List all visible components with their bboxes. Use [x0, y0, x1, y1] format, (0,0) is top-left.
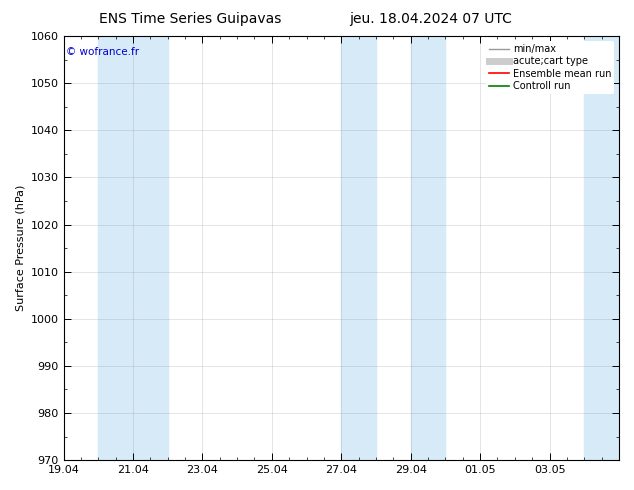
Bar	[411, 36, 446, 460]
Bar	[585, 36, 619, 460]
Text: jeu. 18.04.2024 07 UTC: jeu. 18.04.2024 07 UTC	[350, 12, 512, 26]
Text: © wofrance.fr: © wofrance.fr	[67, 47, 139, 57]
Bar	[341, 36, 376, 460]
Bar	[98, 36, 167, 460]
Legend: min/max, acute;cart type, Ensemble mean run, Controll run: min/max, acute;cart type, Ensemble mean …	[486, 41, 614, 94]
Y-axis label: Surface Pressure (hPa): Surface Pressure (hPa)	[15, 185, 25, 311]
Text: ENS Time Series Guipavas: ENS Time Series Guipavas	[99, 12, 281, 26]
